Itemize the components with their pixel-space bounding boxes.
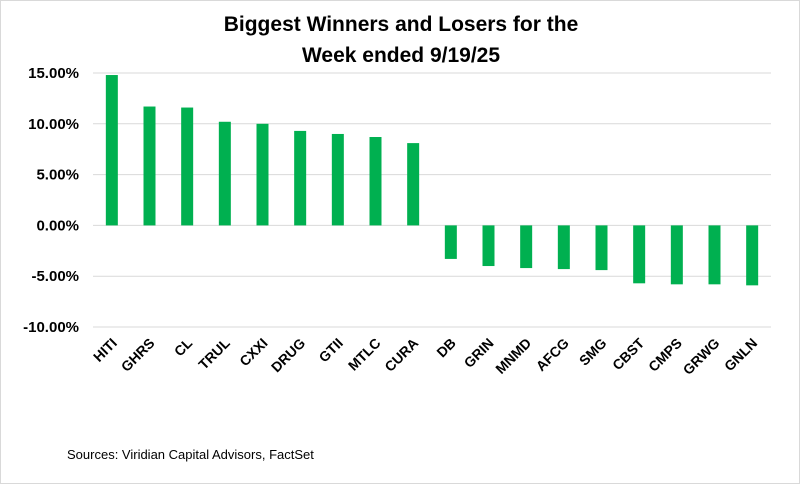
bar-ghrs (143, 106, 156, 226)
source-note: Sources: Viridian Capital Advisors, Fact… (67, 447, 314, 462)
x-tick-label: SMG (576, 335, 610, 369)
chart-title: Biggest Winners and Losers for the Week … (151, 9, 651, 71)
x-tick-label: GHRS (118, 335, 158, 375)
bar-grin (482, 225, 495, 267)
bars (105, 75, 759, 286)
bar-db (444, 225, 457, 259)
x-tick-label: HITI (90, 335, 120, 365)
bar-trul (218, 121, 231, 226)
bar-hiti (105, 75, 118, 226)
y-tick-label: 10.00% (28, 116, 79, 133)
x-tick-label: MTLC (345, 335, 384, 374)
x-tick-label: CL (171, 334, 196, 359)
bar-chart: 15.00% 10.00% 5.00% 0.00% -5.00% -10.00% HITI… (23, 65, 771, 378)
y-tick-label: -5.00% (31, 268, 79, 285)
bar-cl (181, 107, 194, 226)
x-tick-label: CBST (609, 335, 648, 374)
bar-mtlc (369, 137, 382, 226)
bar-gnln (746, 225, 759, 286)
x-tick-label: GRWG (680, 335, 723, 378)
bar-cbst (633, 225, 646, 284)
y-tick-label: 15.00% (28, 65, 79, 82)
x-tick-label: GTII (315, 335, 346, 366)
x-tick-label: GNLN (721, 335, 760, 374)
bar-gtii (331, 133, 344, 226)
bar-drug (294, 130, 307, 226)
x-tick-label: TRUL (195, 334, 233, 372)
bar-cmps (670, 225, 683, 285)
x-tick-label: DB (433, 335, 459, 361)
bar-smg (595, 225, 608, 271)
x-tick-label: CURA (381, 335, 421, 375)
chart-title-line-2: Week ended 9/19/25 (301, 44, 501, 67)
y-tick-label: -10.00% (23, 319, 79, 336)
x-tick-label: DRUG (268, 335, 309, 376)
bar-cura (407, 143, 420, 226)
bar-cxxi (256, 123, 269, 226)
chart-title-line-1: Biggest Winners and Losers for the (223, 13, 579, 36)
x-tick-label: MNMD (492, 335, 534, 377)
bar-grwg (708, 225, 721, 285)
y-axis-tick-labels: 15.00% 10.00% 5.00% 0.00% -5.00% -10.00% (23, 65, 79, 336)
gridlines (93, 72, 771, 328)
y-tick-label: 0.00% (36, 217, 79, 234)
bar-mnmd (520, 225, 533, 269)
y-tick-label: 5.00% (36, 167, 79, 184)
x-tick-label: AFCG (533, 335, 572, 374)
x-tick-label: CMPS (645, 335, 685, 375)
x-tick-label: CXXI (236, 335, 270, 369)
bar-afcg (557, 225, 570, 270)
